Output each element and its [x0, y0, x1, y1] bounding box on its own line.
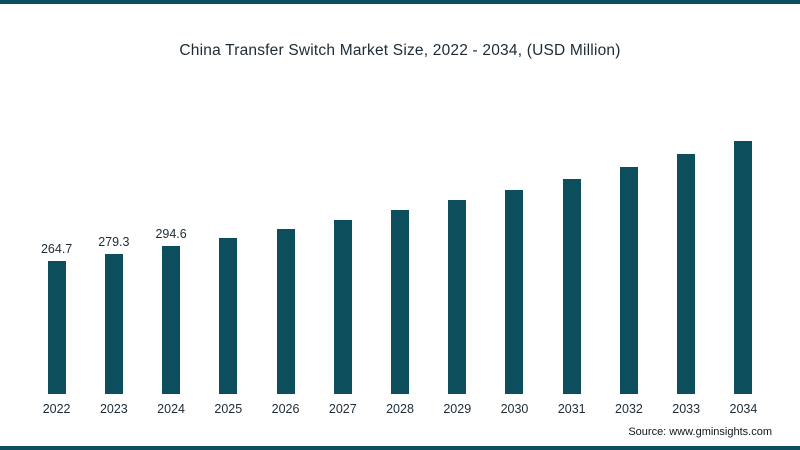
x-axis-tick-label: 2024: [157, 402, 185, 416]
bar-column: 2025: [200, 94, 257, 416]
x-axis-tick-label: 2034: [729, 402, 758, 416]
bar-value-label: 264.7: [40, 242, 73, 256]
bar-value-label: [398, 191, 401, 206]
bar-column: 294.6 2024: [142, 94, 199, 416]
bar: [219, 238, 238, 394]
chart-title: China Transfer Switch Market Size, 2022 …: [179, 42, 621, 59]
x-axis-tick-label: 2025: [214, 402, 243, 416]
bar-column: 279.3 2023: [85, 94, 142, 416]
bar-value-label: 294.6: [155, 227, 187, 241]
bar: [562, 179, 581, 394]
bar-column: 2026: [257, 94, 314, 416]
source-credit: Source: www.gminsights.com: [628, 426, 772, 438]
x-axis-tick-label: 2029: [443, 402, 472, 416]
bar-value-label: [570, 160, 573, 175]
bar-value-label: [513, 171, 516, 186]
bar: [47, 261, 66, 394]
x-axis-tick-label: 2022: [42, 402, 71, 416]
bar: [162, 246, 181, 394]
bar-column: 264.7 2022: [28, 94, 85, 416]
bar-column: 2030: [486, 94, 543, 416]
bar: [677, 154, 696, 394]
bar: [276, 229, 295, 394]
x-axis-tick-label: 2032: [615, 402, 643, 416]
bar: [391, 210, 410, 394]
bar: [505, 190, 524, 394]
bar-value-label: [284, 210, 287, 225]
bar: [104, 254, 123, 394]
x-axis-tick-label: 2033: [672, 402, 701, 416]
x-axis-tick-label: 2028: [386, 402, 414, 416]
bar-value-label: [456, 181, 459, 196]
bar-value-label: [684, 135, 687, 150]
bar-value-label: [341, 201, 344, 216]
x-axis-tick-label: 2027: [328, 402, 357, 416]
bar-column: 2031: [543, 94, 600, 416]
bar-column: 2029: [429, 94, 486, 416]
bar-column: 2033: [658, 94, 715, 416]
bar-column: 2027: [314, 94, 371, 416]
bar-column: 2028: [371, 94, 428, 416]
bar-value-label: [627, 148, 630, 163]
bar-value-label: [742, 122, 745, 137]
x-axis-tick-label: 2030: [500, 402, 529, 416]
bar: [333, 220, 352, 394]
bar: [619, 167, 638, 394]
x-axis-tick-label: 2031: [557, 402, 586, 416]
bar: [448, 200, 467, 394]
bar-value-label: [227, 219, 230, 234]
x-axis-tick-label: 2023: [99, 402, 128, 416]
bar-column: 2034: [715, 94, 772, 416]
bar: [734, 141, 753, 394]
bar-column: 2032: [600, 94, 657, 416]
bar-value-label: 279.3: [98, 235, 130, 249]
bar-chart-plot-area: 264.7 2022 279.3 2023 294.6 2024 2025 2026 20…: [28, 94, 772, 416]
x-axis-tick-label: 2026: [271, 402, 300, 416]
